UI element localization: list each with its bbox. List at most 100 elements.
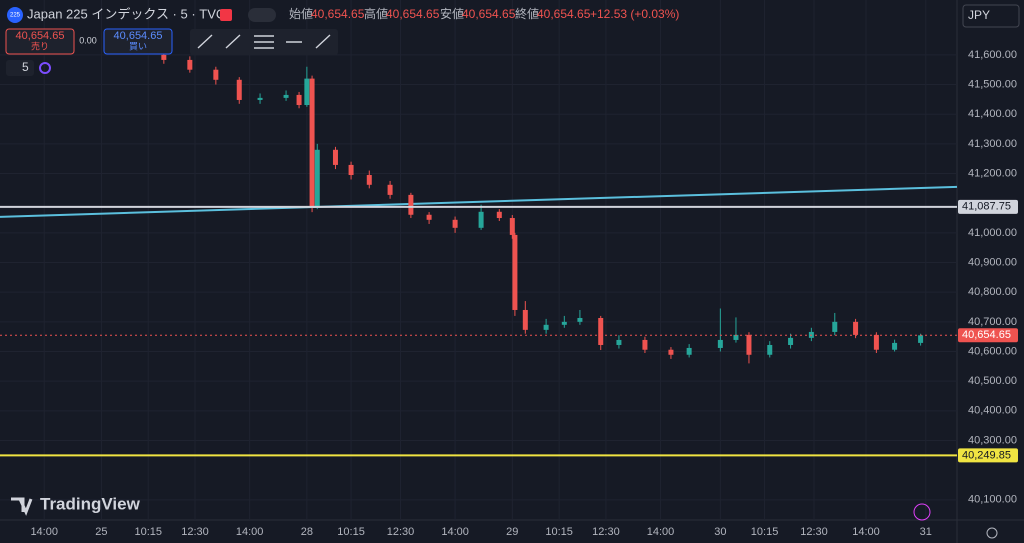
y-tick-label: 41,200.00 [968, 167, 1017, 179]
sell-label[interactable]: 売り [31, 40, 49, 51]
buy-price[interactable]: 40,654.65 [114, 30, 163, 42]
y-tick-label: 41,300.00 [968, 138, 1017, 150]
x-tick-label: 30 [714, 526, 726, 538]
sell-button[interactable] [5, 28, 75, 55]
flag[interactable] [220, 9, 232, 21]
candle-body [918, 335, 924, 343]
change: +12.53 (+0.03%) [590, 7, 679, 21]
buy-label[interactable]: 買い [129, 41, 147, 51]
candle-body [788, 337, 794, 345]
x-tick-label: 14:00 [647, 526, 675, 538]
high-value: 40,654.65 [386, 7, 440, 21]
candle-body [642, 339, 648, 350]
y-tick-label: 41,000.00 [968, 227, 1017, 239]
alert-icon[interactable] [913, 503, 931, 521]
trend-line [0, 185, 958, 218]
y-tick-label: 41,600.00 [968, 49, 1017, 61]
symbol-icon [7, 7, 23, 23]
candle-body [187, 59, 193, 70]
candle-body [496, 211, 502, 219]
currency[interactable]: JPY [968, 8, 990, 22]
y-tick-label: 40,100.00 [968, 494, 1017, 506]
y-tick-label: 40,600.00 [968, 345, 1017, 357]
candle-body [452, 219, 458, 228]
x-tick-label: 14:00 [852, 526, 880, 538]
candle-body [314, 149, 320, 207]
candle-body [309, 78, 315, 207]
candle-body [561, 321, 567, 325]
open-value: 40,654.65 [311, 7, 365, 21]
high-label: 高値 [364, 6, 388, 21]
price-label-bg [958, 199, 1018, 214]
x-tick-label: 28 [301, 526, 313, 538]
candle-body [283, 94, 289, 98]
x-tick-label: 10:15 [545, 526, 573, 538]
x-tick-label: 12:30 [592, 526, 620, 538]
candle-body [873, 334, 879, 350]
x-tick-label: 10:15 [337, 526, 365, 538]
close-label: 終値 [515, 6, 539, 21]
buy-button[interactable] [103, 28, 173, 55]
candle-body [616, 339, 622, 345]
indicator-icon[interactable] [39, 62, 51, 74]
y-tick-label: 40,500.00 [968, 375, 1017, 387]
price-label: 41,087.75 [962, 201, 1011, 213]
interval-box[interactable] [6, 60, 34, 76]
open-label: 始値 [289, 6, 313, 21]
currency-box[interactable] [962, 4, 1020, 28]
candle-body [717, 339, 723, 348]
x-tick-label: 14:00 [441, 526, 469, 538]
price-label: 40,249.85 [962, 449, 1011, 461]
price-label-bg [958, 448, 1018, 463]
candle-body [408, 194, 414, 215]
price-label-bg [958, 328, 1018, 343]
toggle[interactable] [248, 8, 276, 22]
brand: TradingView [40, 494, 141, 513]
brand-logo [11, 497, 33, 516]
x-tick-label: 25 [95, 526, 107, 538]
candle-body [543, 324, 549, 330]
candle-body [236, 79, 242, 100]
close-value: 40,654.65 [537, 7, 591, 21]
symbol[interactable]: Japan 225 インデックス · 5 · TVC [27, 6, 225, 21]
candle-body [387, 184, 393, 195]
candle-body [348, 164, 354, 176]
candle-body [598, 317, 604, 345]
sell-price[interactable]: 40,654.65 [16, 30, 65, 42]
candle-body [332, 149, 338, 165]
candle-body [853, 321, 859, 335]
interval[interactable]: 5 [22, 60, 29, 74]
x-tick-label: 29 [506, 526, 518, 538]
x-tick-label: 10:15 [751, 526, 779, 538]
y-tick-label: 40,400.00 [968, 405, 1017, 417]
x-tick-label: 12:30 [181, 526, 209, 538]
candle-body [746, 334, 752, 355]
symbol-badge: 225 [10, 13, 21, 19]
candle-body [509, 218, 515, 235]
candle-body [892, 342, 898, 350]
candle-body [478, 211, 484, 228]
toolbar-icons[interactable] [197, 34, 331, 49]
x-tick-label: 31 [920, 526, 932, 538]
candle-body [733, 334, 739, 340]
candle-body [832, 321, 838, 332]
candle-body [767, 344, 773, 355]
low-label: 安値 [440, 6, 464, 21]
candle-body [304, 78, 310, 106]
x-tick-label: 12:30 [387, 526, 415, 538]
candle-body [257, 97, 263, 100]
candle-body [213, 69, 219, 80]
candle-body [426, 214, 432, 220]
y-tick-label: 40,900.00 [968, 256, 1017, 268]
y-tick-label: 41,400.00 [968, 108, 1017, 120]
y-tick-label: 41,500.00 [968, 78, 1017, 90]
x-tick-label: 10:15 [134, 526, 162, 538]
price-label: 40,654.65 [962, 329, 1011, 341]
candle-body [512, 234, 518, 310]
candle-body [668, 349, 674, 355]
candle-body [686, 347, 692, 355]
y-tick-label: 40,300.00 [968, 434, 1017, 446]
settings-icon[interactable] [986, 527, 998, 539]
x-tick-label: 14:00 [236, 526, 264, 538]
